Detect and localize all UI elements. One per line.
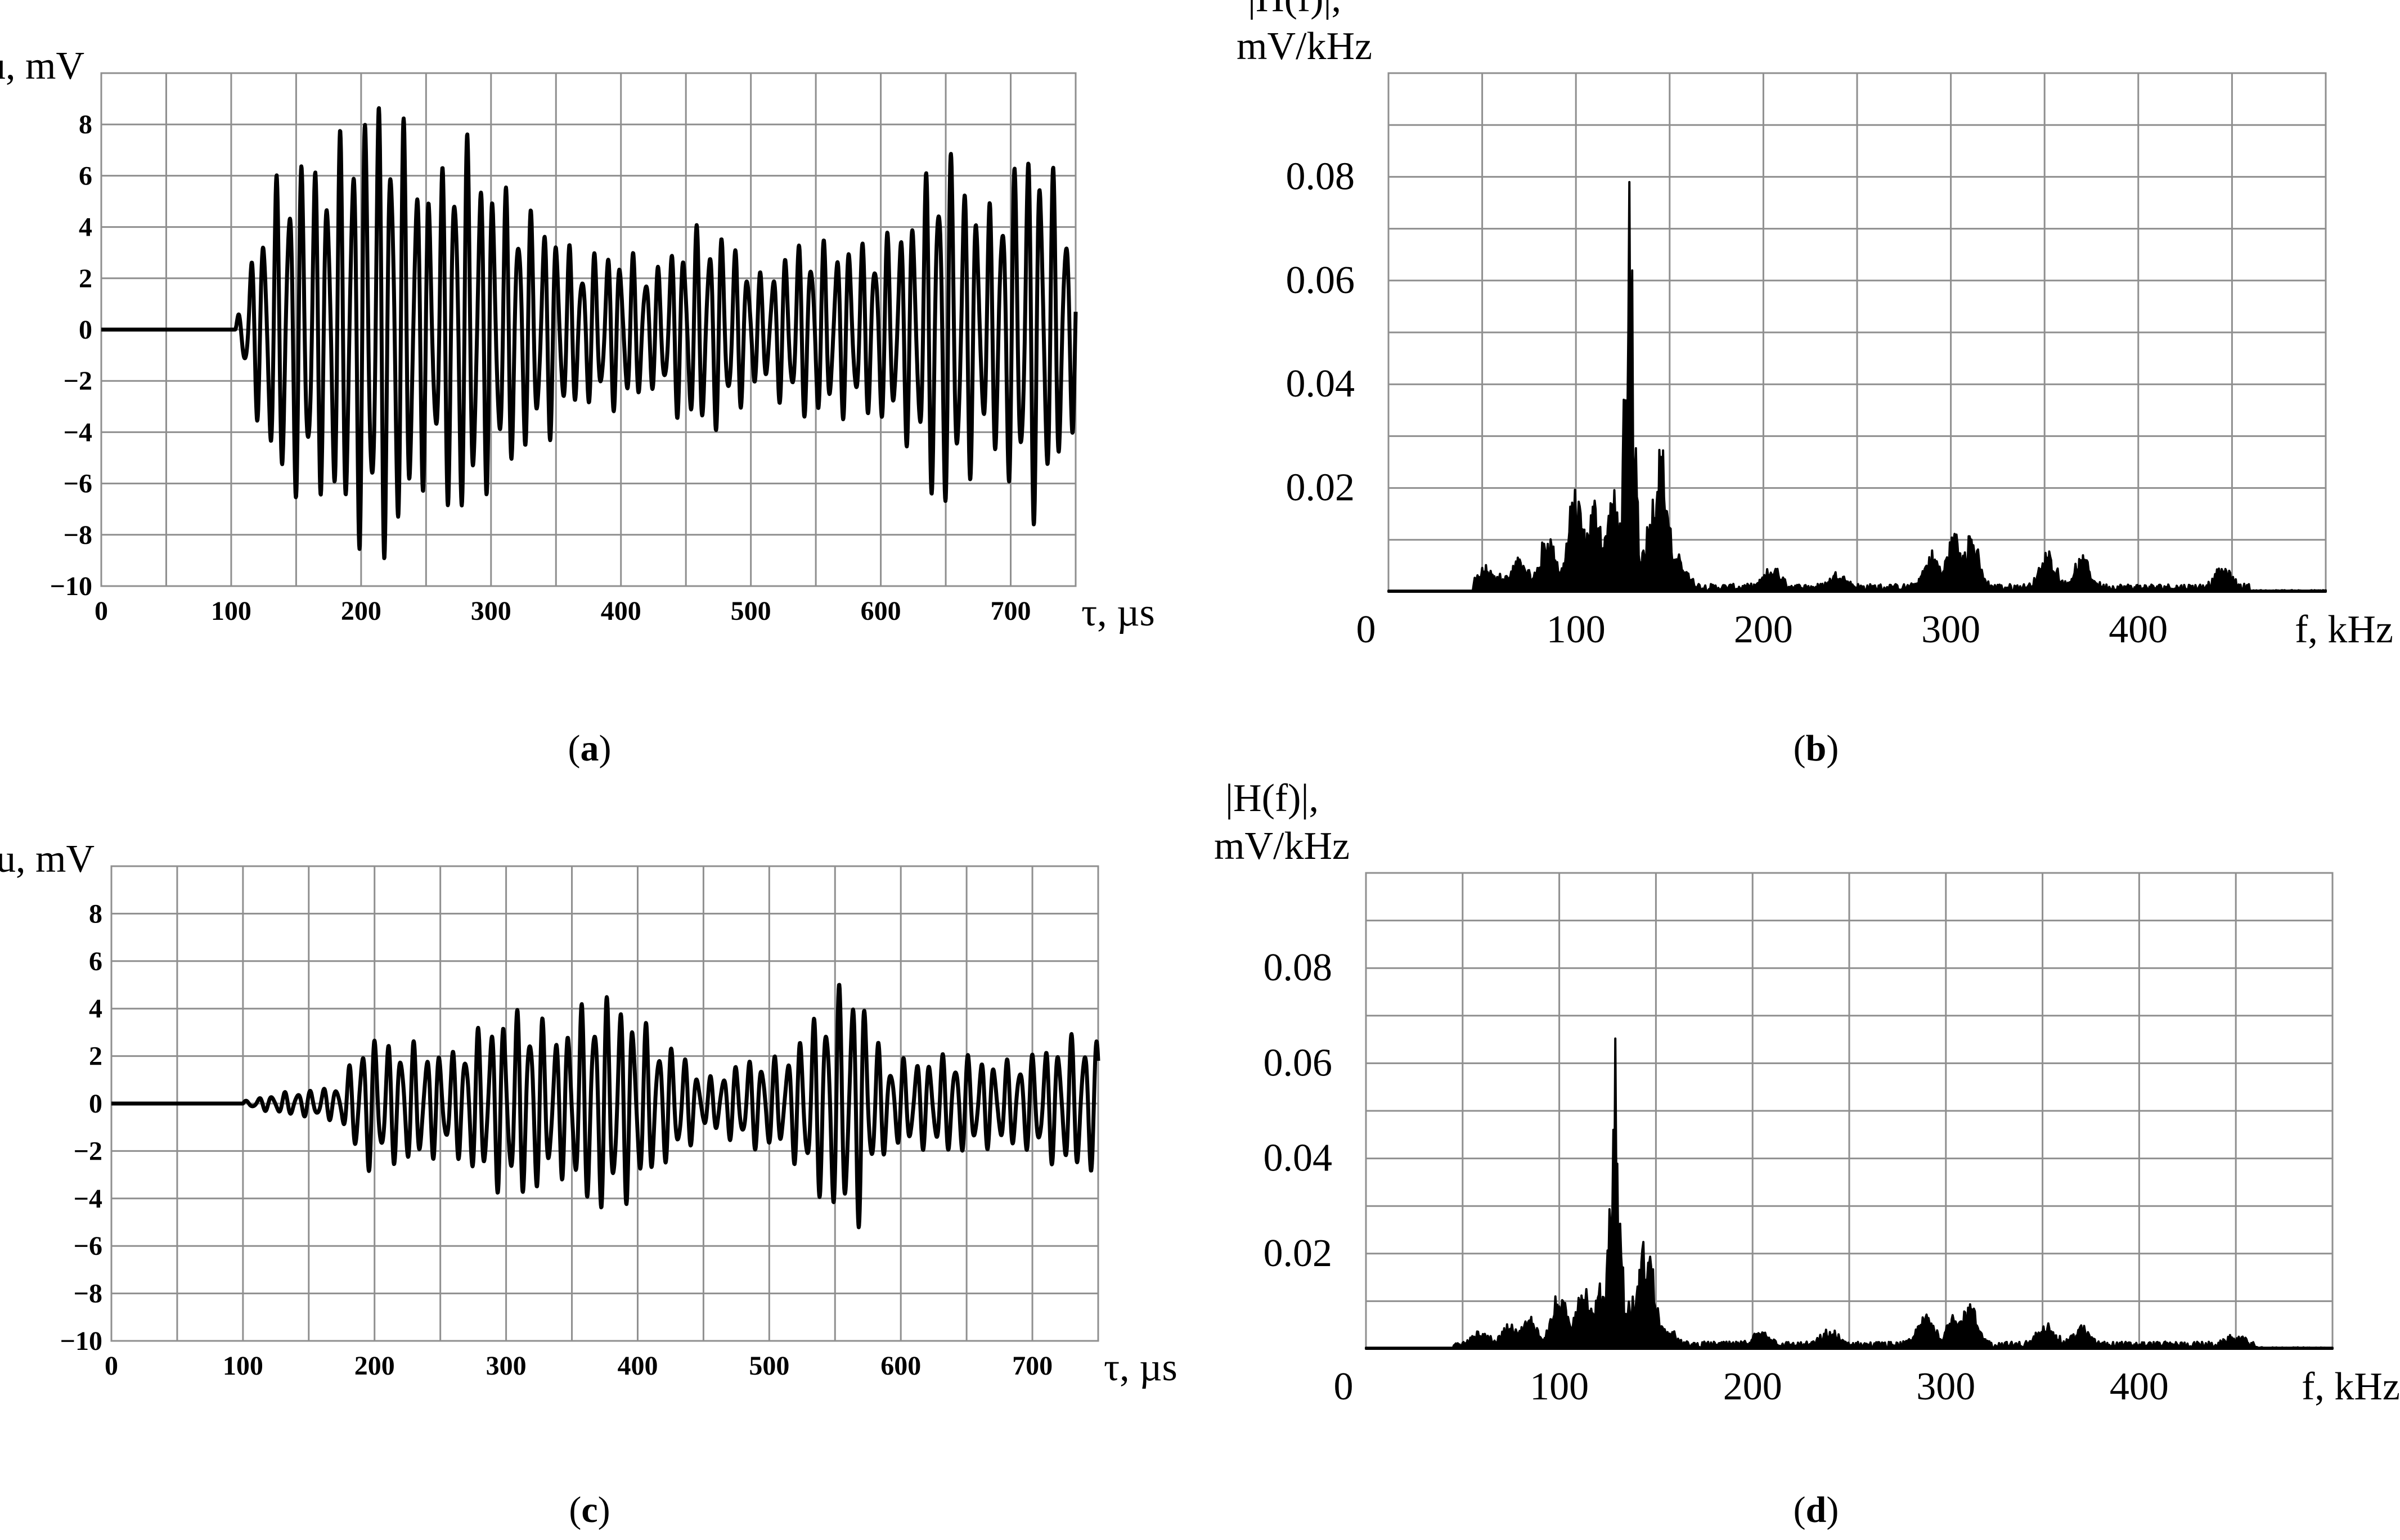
x-tick-label: 400	[601, 596, 641, 626]
panel-caption: (b)	[1794, 728, 1839, 769]
x-tick-label: 300	[486, 1351, 527, 1381]
y-tick-label: −6	[74, 1231, 102, 1261]
x-tick-label: 700	[991, 596, 1031, 626]
chart-panel-b: 0 100 200 300 400 0.08 0.06 0.04 0.02 |H(f)|, mV/k…	[1237, 0, 2393, 769]
y-tick-label: 0.02	[1286, 466, 1355, 510]
caption-letter: d	[1806, 1489, 1827, 1530]
y-tick-label: 0	[89, 1089, 102, 1119]
y-tick-label: 0.08	[1286, 155, 1355, 198]
x-tick-label: 500	[731, 596, 771, 626]
y-axis-title: mV/kHz	[1237, 25, 1372, 68]
x-tick-label: 100	[211, 596, 251, 626]
caption-open-paren: (	[1794, 1489, 1806, 1530]
caption-letter: c	[581, 1489, 597, 1530]
x-tick-label: 0	[105, 1351, 118, 1381]
x-tick-label: 200	[341, 596, 381, 626]
y-tick-label: −4	[64, 417, 92, 447]
panel-caption: (a)	[568, 728, 612, 769]
y-tick-label: −10	[60, 1326, 102, 1356]
x-tick-label: 300	[1916, 1365, 1975, 1408]
caption-open-paren: (	[1794, 728, 1806, 769]
spectrum-amplitude	[1387, 181, 2327, 593]
x-tick-label: 600	[880, 1351, 921, 1381]
y-tick-label: −6	[64, 469, 92, 499]
x-tick-label: 500	[749, 1351, 789, 1381]
y-tick-label: −8	[74, 1279, 102, 1309]
y-tick-label: 0.04	[1286, 362, 1355, 406]
y-tick-label: 0.02	[1264, 1232, 1333, 1275]
y-tick-label: 2	[89, 1042, 102, 1071]
y-tick-label: 6	[89, 947, 102, 976]
panel-caption: (d)	[1794, 1489, 1839, 1530]
x-tick-label: 300	[471, 596, 511, 626]
caption-open-paren: (	[568, 728, 581, 769]
y-axis-title: u, mV	[0, 44, 84, 88]
x-tick-label: 0	[1356, 608, 1376, 651]
y-tick-label: 0.06	[1286, 259, 1355, 302]
x-axis-title: f, kHz	[2302, 1365, 2400, 1408]
signal-waveform	[110, 983, 1100, 1230]
spectrum-amplitude	[1365, 1037, 2334, 1350]
x-tick-label: 400	[2110, 1365, 2169, 1408]
y-tick-label: 4	[89, 994, 102, 1024]
chart-panel-d: 0 100 200 300 400 0.08 0.06 0.04 0.02 |H(f)|, mV/k…	[1214, 777, 2400, 1530]
grid	[1387, 72, 2327, 593]
y-tick-label: 8	[79, 110, 92, 139]
x-tick-label: 100	[223, 1351, 263, 1381]
y-axis-title: mV/kHz	[1214, 825, 1350, 868]
y-tick-label: 2	[79, 264, 92, 294]
y-axis-title: u, mV	[0, 837, 95, 881]
x-axis-title: τ, µs	[1081, 591, 1155, 634]
x-tick-label: 200	[1734, 608, 1793, 651]
caption-close-paren: )	[599, 728, 612, 769]
y-tick-label: 0.06	[1264, 1041, 1333, 1084]
x-tick-label: 700	[1012, 1351, 1053, 1381]
y-tick-label: −8	[64, 520, 92, 550]
caption-close-paren: )	[598, 1489, 610, 1530]
caption-close-paren: )	[1826, 1489, 1839, 1530]
y-axis-title: |H(f)|,	[1248, 0, 1341, 20]
y-tick-label: 8	[89, 899, 102, 929]
x-tick-label: 0	[1334, 1365, 1354, 1408]
y-tick-label: −2	[74, 1136, 102, 1166]
y-tick-label: −10	[50, 571, 92, 601]
chart-panel-c: 0 100 200 300 400 500 600 700 8 6 4 2 0 −2 −4 −6 −8 −10 u,…	[0, 837, 1177, 1530]
caption-close-paren: )	[1826, 728, 1839, 769]
y-tick-label: 0	[79, 315, 92, 345]
x-tick-label: 400	[2109, 608, 2168, 651]
y-tick-label: 0.08	[1264, 946, 1333, 989]
caption-open-paren: (	[569, 1489, 581, 1530]
y-axis-title: |H(f)|,	[1225, 777, 1319, 820]
x-tick-label: 0	[95, 596, 108, 626]
x-tick-label: 200	[1723, 1365, 1782, 1408]
x-tick-label: 300	[1921, 608, 1980, 651]
x-tick-label: 200	[354, 1351, 395, 1381]
panel-caption: (c)	[569, 1489, 610, 1530]
x-axis-title: τ, µs	[1104, 1346, 1177, 1389]
signal-waveform	[100, 106, 1078, 560]
y-tick-label: 6	[79, 161, 92, 191]
x-axis-title: f, kHz	[2295, 608, 2393, 651]
y-tick-label: 4	[79, 213, 92, 242]
caption-letter: a	[581, 728, 599, 769]
x-tick-label: 100	[1547, 608, 1606, 651]
grid	[1365, 872, 2334, 1350]
x-tick-label: 100	[1530, 1365, 1589, 1408]
x-tick-label: 600	[861, 596, 901, 626]
y-tick-label: 0.04	[1264, 1137, 1333, 1180]
caption-letter: b	[1806, 728, 1827, 769]
y-tick-label: −4	[74, 1184, 102, 1214]
y-tick-label: −2	[64, 366, 92, 396]
x-tick-label: 400	[617, 1351, 658, 1381]
chart-panel-a: 0 100 200 300 400 500 600 700 8 6 4 2 0 −2 −4 −6 −8 −10 u,…	[0, 44, 1155, 769]
